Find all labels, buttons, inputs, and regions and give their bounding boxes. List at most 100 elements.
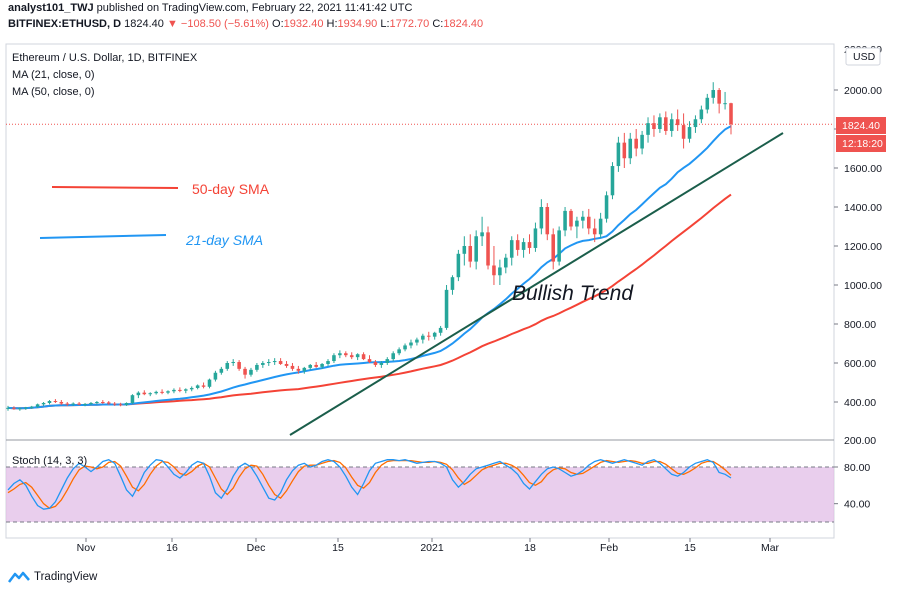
candle-body bbox=[652, 123, 656, 129]
candle-body bbox=[12, 407, 16, 409]
candle-body bbox=[628, 138, 633, 159]
candle-body bbox=[296, 368, 301, 371]
candle-body bbox=[669, 119, 674, 131]
candle-body bbox=[195, 385, 200, 388]
candle-body bbox=[498, 267, 502, 276]
candle-body bbox=[225, 363, 230, 369]
candle-body bbox=[610, 166, 615, 196]
currency-badge[interactable] bbox=[845, 47, 881, 66]
stoch-layer bbox=[7, 458, 732, 510]
candle-body bbox=[249, 369, 253, 375]
candle-body bbox=[533, 228, 538, 248]
candle-body bbox=[397, 349, 401, 354]
candle-body bbox=[462, 246, 467, 254]
candle-body bbox=[326, 361, 330, 364]
candle-body bbox=[166, 391, 170, 393]
candle-body bbox=[35, 404, 40, 407]
candle-body bbox=[581, 216, 585, 221]
candle-body bbox=[480, 232, 484, 237]
time-tick-label: 15 bbox=[684, 542, 696, 554]
candle-body bbox=[320, 363, 324, 367]
candle-body bbox=[616, 142, 621, 167]
candle-body bbox=[349, 355, 354, 358]
candle-body bbox=[699, 109, 704, 120]
candle-body bbox=[71, 403, 75, 405]
time-tick-label: Nov bbox=[77, 542, 96, 554]
candle-body bbox=[403, 345, 407, 350]
candle-body bbox=[112, 403, 117, 405]
candle-body bbox=[148, 393, 153, 395]
candle-body bbox=[172, 389, 176, 392]
publish-header: analyst101_TWJ published on TradingView.… bbox=[8, 2, 412, 14]
stoch-axis[interactable]: 40.00 80.00 bbox=[834, 462, 870, 511]
candle-body bbox=[575, 220, 579, 227]
candle-body bbox=[415, 339, 419, 343]
candle-body bbox=[373, 362, 378, 365]
currency-badge-text: USD bbox=[853, 51, 876, 63]
price-tick-label: 1400.00 bbox=[844, 202, 882, 214]
time-tick-label: 15 bbox=[332, 542, 344, 554]
time-axis[interactable]: Nov 16 Dec 15 2021 18 Feb 15 Mar bbox=[77, 538, 780, 554]
author-name[interactable]: analyst101_TWJ bbox=[8, 2, 94, 14]
candle-body bbox=[77, 403, 81, 405]
candle-body bbox=[687, 127, 692, 139]
candle-body bbox=[421, 335, 425, 340]
price-tag-text: 1824.40 bbox=[842, 120, 880, 132]
candle-body bbox=[201, 385, 206, 387]
time-tick-label: 2021 bbox=[420, 542, 444, 554]
candle-body bbox=[89, 402, 93, 404]
last-price: 1824.40 bbox=[124, 18, 164, 30]
time-tick-label: 18 bbox=[524, 542, 536, 554]
candle-body bbox=[545, 207, 550, 235]
candle-body bbox=[509, 240, 514, 258]
candle-body bbox=[622, 142, 627, 159]
candle-body bbox=[711, 90, 715, 98]
candle-body bbox=[284, 363, 289, 366]
candle-body bbox=[539, 207, 544, 229]
candle-body bbox=[308, 364, 313, 368]
candle-body bbox=[504, 257, 508, 268]
candle-body bbox=[705, 97, 710, 110]
candle-body bbox=[160, 391, 164, 393]
trend-line[interactable] bbox=[289, 132, 784, 436]
candle-body bbox=[130, 395, 135, 403]
countdown-tag-text: 12:18:20 bbox=[842, 138, 883, 150]
candle-body bbox=[521, 242, 526, 250]
instrument-title: Ethereum / U.S. Dollar, 1D, BITFINEX bbox=[12, 52, 198, 64]
down-arrow-icon: ▼ bbox=[166, 18, 178, 30]
candle-body bbox=[598, 218, 603, 235]
price-change: −108.50 (−5.61%) bbox=[180, 18, 269, 30]
candle-body bbox=[586, 216, 591, 229]
candle-body bbox=[426, 335, 431, 337]
price-tick-label: 2000.00 bbox=[844, 85, 882, 97]
bullish-trend-annotation: Bullish Trend bbox=[512, 282, 634, 305]
tradingview-logo-icon[interactable] bbox=[8, 570, 30, 584]
candle-body bbox=[456, 253, 461, 278]
candle-body bbox=[646, 123, 650, 135]
candle-body bbox=[675, 119, 680, 126]
candle-body bbox=[142, 392, 147, 395]
legend-50-swatch bbox=[51, 186, 179, 189]
candle-body bbox=[266, 362, 271, 364]
candle-body bbox=[444, 289, 449, 328]
price-tick-label: 600.00 bbox=[844, 358, 876, 370]
candle-body bbox=[492, 265, 496, 276]
candle-body bbox=[255, 364, 259, 370]
candle-body bbox=[527, 242, 532, 248]
open-value: 1932.40 bbox=[283, 18, 324, 30]
footer-brand[interactable]: TradingView bbox=[34, 571, 98, 583]
candle-body bbox=[184, 389, 188, 391]
candle-body bbox=[302, 367, 307, 371]
candle-body bbox=[717, 90, 721, 104]
candle-body bbox=[136, 392, 141, 396]
candle-body bbox=[723, 103, 727, 105]
candle-body bbox=[563, 210, 567, 231]
price-tick-label: 1200.00 bbox=[844, 241, 882, 253]
time-tick-label: Mar bbox=[761, 542, 780, 554]
candle-body bbox=[154, 391, 158, 394]
candle-body bbox=[272, 361, 277, 363]
candle-body bbox=[385, 359, 390, 363]
candle-body bbox=[355, 354, 360, 358]
candle-body bbox=[290, 365, 295, 369]
